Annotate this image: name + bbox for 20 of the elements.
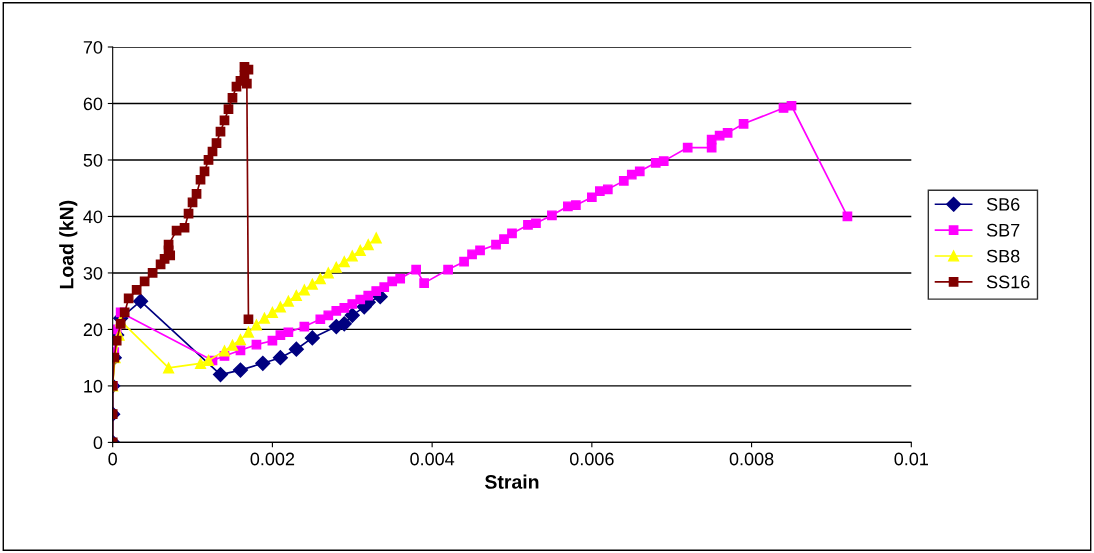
- x-tick-label: 0.002: [250, 452, 295, 466]
- legend-label: SB6: [986, 197, 1020, 211]
- y-tick-label: 40: [83, 210, 103, 224]
- x-axis-title: Strain: [485, 474, 539, 489]
- y-tick-label: 60: [83, 97, 103, 111]
- x-tick-label: 0.01: [894, 452, 928, 466]
- y-tick-label: 20: [83, 323, 103, 337]
- y-axis-title: Load (kN): [59, 200, 78, 289]
- legend-label: SB7: [986, 223, 1020, 237]
- x-tick-label: 0.004: [410, 452, 455, 466]
- y-tick-label: 70: [83, 40, 103, 54]
- y-tick-label: 0: [93, 436, 103, 450]
- x-tick-label: 0.008: [729, 452, 774, 466]
- legend-label: SS16: [986, 275, 1030, 289]
- x-tick-label: 0: [108, 452, 117, 466]
- y-tick-label: 50: [83, 153, 103, 167]
- x-tick-label: 0.006: [569, 452, 614, 466]
- y-tick-label: 30: [83, 266, 103, 280]
- y-tick-label: 10: [84, 379, 103, 393]
- legend-label: SB8: [986, 249, 1020, 263]
